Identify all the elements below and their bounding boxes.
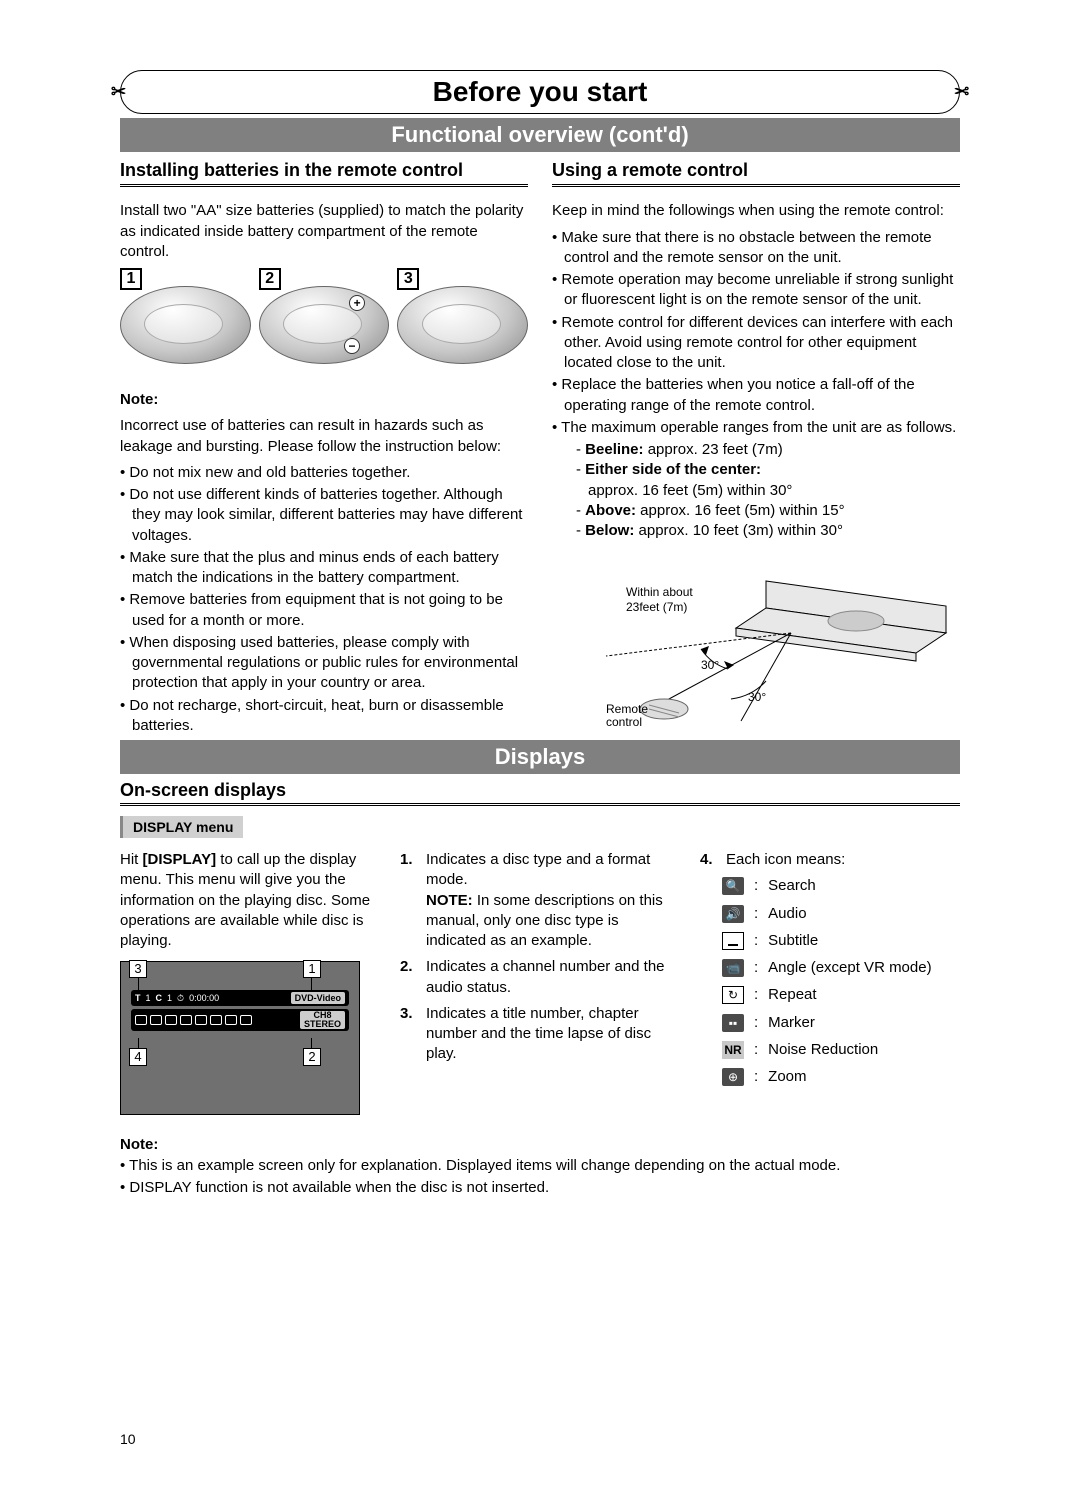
range-either-val: approx. 16 feet (5m) within 30°: [576, 481, 960, 501]
callout-3: 3: [129, 960, 147, 978]
bullet: Remote operation may become unreliable i…: [552, 270, 960, 311]
desc-2: 2. Indicates a channel number and the au…: [400, 957, 680, 998]
osd-row-2: CH8 STEREO: [131, 1009, 349, 1031]
tab-display-menu: DISPLAY menu: [120, 816, 243, 838]
bullet: Remove batteries from equipment that is …: [120, 590, 528, 631]
svg-text:Remote: Remote: [606, 702, 648, 716]
svg-text:30°: 30°: [748, 690, 766, 704]
bullet: Do not mix new and old batteries togethe…: [120, 463, 528, 483]
osd-mock-screen: 3 1 4 2 T1 C1 ⏱0:00:00 DVD-Video: [120, 961, 360, 1115]
heading-using: Using a remote control: [552, 158, 960, 187]
bottom-bullet: DISPLAY function is not available when t…: [120, 1178, 960, 1198]
display-col-1: Hit [DISPLAY] to call up the display men…: [120, 850, 380, 1115]
note-label-bottom: Note:: [120, 1135, 960, 1155]
icon-label: Audio: [768, 904, 806, 924]
battery-bullets: Do not mix new and old batteries togethe…: [120, 463, 528, 736]
before-you-start-banner: ✂ Before you start ✂: [120, 70, 960, 114]
callout-4: 4: [129, 1048, 147, 1066]
range-below-label: Below:: [585, 522, 634, 539]
icon-label: Angle (except VR mode): [768, 958, 931, 978]
range-list: - Beeline: approx. 23 feet (7m) - Either…: [552, 440, 960, 541]
step-1-num: 1: [120, 268, 142, 290]
remote-bullets: Make sure that there is no obstacle betw…: [552, 228, 960, 439]
marker-icon: ▪▪: [722, 1014, 744, 1032]
bullet: The maximum operable ranges from the uni…: [552, 418, 960, 438]
operable-range-diagram: Within about 23feet (7m) 30° 30° Remote …: [552, 561, 960, 731]
intro-using: Keep in mind the followings when using t…: [552, 201, 960, 221]
page-title: Before you start: [433, 76, 648, 108]
bullet: When disposing used batteries, please co…: [120, 633, 528, 694]
display-col-3: 4. Each icon means: 🔍: Search 🔊: Audio :…: [700, 850, 960, 1115]
section-bar-functional: Functional overview (cont'd): [120, 118, 960, 152]
icon-label: Search: [768, 876, 816, 896]
bullet: Do not recharge, short-circuit, heat, bu…: [120, 696, 528, 737]
display-intro: Hit [DISPLAY] to call up the display men…: [120, 850, 380, 951]
scissor-right-icon: ✂: [954, 82, 969, 103]
displays-section: On-screen displays DISPLAY menu Hit [DIS…: [120, 780, 960, 1198]
osd-row-1: T1 C1 ⏱0:00:00 DVD-Video: [131, 990, 349, 1006]
svg-text:Within about: Within about: [626, 585, 693, 599]
svg-text:control: control: [606, 715, 642, 729]
icon-label: Marker: [768, 1013, 815, 1033]
remote-step-2: + −: [259, 286, 390, 364]
range-below-val: approx. 10 feet (3m) within 30°: [634, 522, 843, 539]
section-bar-displays: Displays: [120, 740, 960, 774]
subtitle-icon: [722, 932, 744, 950]
remote-step-3: [397, 286, 528, 364]
nr-icon: NR: [722, 1041, 744, 1059]
icon-label: Zoom: [768, 1067, 806, 1087]
col-using-remote: Using a remote control Keep in mind the …: [552, 158, 960, 738]
battery-diagram: 1 2 + − 3: [120, 270, 528, 380]
range-beeline-label: Beeline:: [585, 441, 643, 458]
heading-installing: Installing batteries in the remote contr…: [120, 158, 528, 187]
svg-text:30°: 30°: [701, 658, 719, 672]
bottom-bullet: This is an example screen only for expla…: [120, 1156, 960, 1176]
step-3-num: 3: [397, 268, 419, 290]
desc-4: 4. Each icon means:: [700, 850, 960, 870]
range-beeline-val: approx. 23 feet (7m): [644, 441, 783, 458]
range-above-label: Above:: [585, 502, 636, 519]
search-icon: 🔍: [722, 877, 744, 895]
bullet: Remote control for different devices can…: [552, 313, 960, 374]
bullet: Make sure that the plus and minus ends o…: [120, 548, 528, 589]
col-installing-batteries: Installing batteries in the remote contr…: [120, 158, 528, 738]
step-2-num: 2: [259, 268, 281, 290]
bottom-note: Note: This is an example screen only for…: [120, 1135, 960, 1198]
desc-1: 1. Indicates a disc type and a format mo…: [400, 850, 680, 951]
note-label-left: Note:: [120, 390, 528, 410]
range-either-label: Either side of the center:: [585, 461, 761, 478]
bullet: Replace the batteries when you notice a …: [552, 375, 960, 416]
repeat-icon: ↻: [722, 986, 744, 1004]
icon-label: Repeat: [768, 985, 816, 1005]
callout-1: 1: [303, 960, 321, 978]
zoom-icon: ⊕: [722, 1068, 744, 1086]
callout-2: 2: [303, 1048, 321, 1066]
icon-legend: 🔍: Search 🔊: Audio : Subtitle 📹: Angle (…: [700, 876, 960, 1087]
heading-osd: On-screen displays: [120, 780, 960, 806]
icon-label: Subtitle: [768, 931, 818, 951]
angle-icon: 📹: [722, 959, 744, 977]
icon-label: Noise Reduction: [768, 1040, 878, 1060]
intro-installing: Install two "AA" size batteries (supplie…: [120, 201, 528, 262]
desc-3: 3. Indicates a title number, chapter num…: [400, 1004, 680, 1065]
range-above-val: approx. 16 feet (5m) within 15°: [636, 502, 845, 519]
display-col-2: 1. Indicates a disc type and a format mo…: [400, 850, 680, 1115]
scissor-left-icon: ✂: [111, 82, 126, 103]
svg-text:23feet (7m): 23feet (7m): [626, 600, 687, 614]
bullet: Do not use different kinds of batteries …: [120, 485, 528, 546]
page-number: 10: [120, 1431, 136, 1447]
remote-step-1: [120, 286, 251, 364]
note-intro: Incorrect use of batteries can result in…: [120, 416, 528, 457]
audio-icon: 🔊: [722, 905, 744, 923]
bullet: Make sure that there is no obstacle betw…: [552, 228, 960, 269]
